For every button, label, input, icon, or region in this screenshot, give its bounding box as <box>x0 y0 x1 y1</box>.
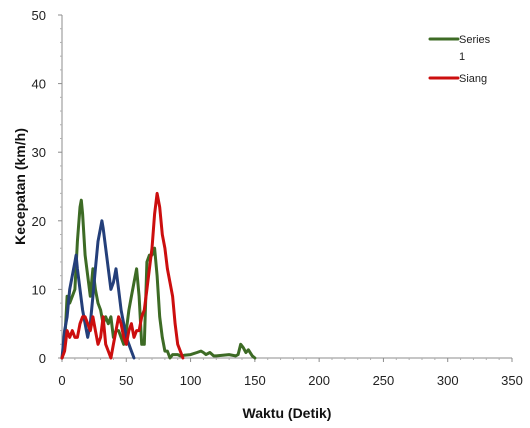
x-tick-label: 200 <box>308 373 330 388</box>
y-tick-label: 30 <box>32 145 46 160</box>
x-tick-label: 300 <box>437 373 459 388</box>
y-tick-label: 50 <box>32 8 46 23</box>
series-lines <box>60 191 257 360</box>
series-line-1 <box>60 198 257 360</box>
y-axis-title: Kecepatan (km/h) <box>12 128 28 245</box>
legend-label: 1 <box>459 51 465 63</box>
series-line-2 <box>60 219 136 360</box>
y-tick-label: 10 <box>32 282 46 297</box>
legend: Series 1 Siang <box>428 34 491 85</box>
x-tick-label: 50 <box>119 373 133 388</box>
legend-label: Siang <box>459 73 487 85</box>
x-tick-label: 150 <box>244 373 266 388</box>
x-axis-title: Waktu (Detik) <box>243 405 332 421</box>
y-tick-label: 40 <box>32 77 46 92</box>
x-tick-label: 350 <box>501 373 523 388</box>
y-tick-label: 0 <box>39 351 46 366</box>
legend-label: Series <box>459 34 491 46</box>
x-tick-label: 100 <box>180 373 202 388</box>
x-tick-label: 0 <box>58 373 65 388</box>
axes: 0 10 20 30 40 50 0 50 100 150 200 250 300 350 <box>32 8 523 388</box>
y-tick-label: 20 <box>32 214 46 229</box>
series-line-3 <box>60 191 185 360</box>
x-tick-label: 250 <box>373 373 395 388</box>
